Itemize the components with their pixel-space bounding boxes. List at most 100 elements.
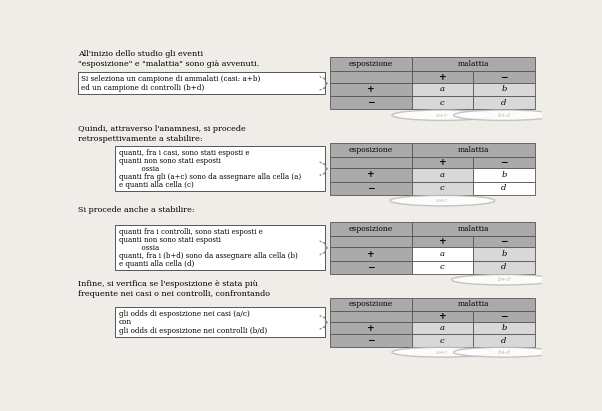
Bar [329, 322, 412, 334]
Text: b: b [501, 250, 507, 258]
Bar [412, 298, 535, 311]
Bar [329, 96, 412, 109]
Bar [473, 157, 535, 168]
Text: +: + [439, 73, 446, 81]
Bar [329, 168, 412, 182]
Text: d: d [501, 263, 507, 271]
Text: esposizione: esposizione [349, 146, 393, 154]
Bar [412, 143, 535, 157]
Text: quanti, fra i casi, sono stati esposti e: quanti, fra i casi, sono stati esposti e [119, 149, 249, 157]
Bar [329, 72, 412, 83]
Text: frequente nei casi o nei controlli, confrontando: frequente nei casi o nei controlli, conf… [78, 290, 270, 298]
Text: b: b [501, 171, 507, 179]
Text: −: − [500, 73, 507, 81]
Text: −: − [500, 237, 507, 246]
Bar [329, 298, 412, 311]
Text: d: d [501, 184, 507, 192]
Text: +: + [367, 85, 374, 94]
Text: "esposizione" e "malattia" sono già avvenuti.: "esposizione" e "malattia" sono già avve… [78, 60, 259, 67]
Text: quanti, fra i (b+d) sono da assegnare alla cella (b): quanti, fra i (b+d) sono da assegnare al… [119, 252, 297, 260]
Bar [473, 236, 535, 247]
Bar [412, 57, 535, 72]
Bar [473, 311, 535, 322]
Bar [329, 143, 412, 157]
Text: −: − [500, 158, 507, 167]
Bar [473, 72, 535, 83]
Bar [412, 311, 473, 322]
Bar [412, 72, 473, 83]
Ellipse shape [392, 347, 493, 357]
Text: ed un campione di controlli (b+d): ed un campione di controlli (b+d) [81, 83, 205, 92]
Text: ossia: ossia [119, 165, 159, 173]
Text: Si seleziona un campione di ammalati (casi: a+b): Si seleziona un campione di ammalati (ca… [81, 75, 261, 83]
Polygon shape [320, 240, 328, 256]
Text: +: + [367, 171, 374, 180]
Bar [412, 247, 473, 261]
Ellipse shape [390, 195, 495, 206]
Text: c: c [440, 337, 445, 344]
Bar [473, 334, 535, 347]
Bar [412, 261, 473, 274]
Text: −: − [367, 98, 374, 107]
Text: +: + [367, 249, 374, 259]
Ellipse shape [453, 110, 554, 120]
Bar [329, 261, 412, 274]
Bar [412, 222, 535, 236]
Text: c: c [440, 184, 445, 192]
Bar [412, 322, 473, 334]
Text: a+c: a+c [436, 198, 448, 203]
Bar [329, 236, 412, 247]
Text: a+c: a+c [436, 113, 448, 118]
Bar [329, 334, 412, 347]
Text: Si procede anche a stabilire:: Si procede anche a stabilire: [78, 206, 194, 214]
Bar [473, 182, 535, 195]
Text: b+d: b+d [497, 350, 510, 355]
Bar [412, 96, 473, 109]
Text: malattia: malattia [458, 225, 489, 233]
Bar [329, 157, 412, 168]
Bar [412, 334, 473, 347]
Bar [473, 247, 535, 261]
Bar [473, 96, 535, 109]
Text: a: a [440, 85, 445, 93]
Bar [329, 222, 412, 236]
Text: a+c: a+c [436, 350, 448, 355]
Text: d: d [501, 99, 507, 107]
Text: −: − [367, 263, 374, 272]
Text: d: d [501, 337, 507, 344]
Polygon shape [320, 314, 328, 330]
Text: +: + [439, 312, 446, 321]
Bar [412, 157, 473, 168]
Text: e quanti alla cella (c): e quanti alla cella (c) [119, 181, 193, 189]
Text: esposizione: esposizione [349, 60, 393, 68]
Text: a: a [440, 250, 445, 258]
Bar [473, 83, 535, 96]
Bar [115, 225, 325, 270]
Text: quanti fra i controlli, sono stati esposti e: quanti fra i controlli, sono stati espos… [119, 228, 262, 236]
Bar [329, 57, 412, 72]
Text: gli odds di esposizione nei controlli (b/d): gli odds di esposizione nei controlli (b… [119, 327, 267, 335]
Bar [412, 83, 473, 96]
Bar [329, 182, 412, 195]
Ellipse shape [453, 347, 554, 357]
Text: −: − [500, 312, 507, 321]
Bar [412, 236, 473, 247]
Text: quanti fra gli (a+c) sono da assegnare alla cella (a): quanti fra gli (a+c) sono da assegnare a… [119, 173, 301, 181]
Text: b: b [501, 85, 507, 93]
Text: e quanti alla cella (d): e quanti alla cella (d) [119, 260, 194, 268]
Text: b: b [501, 324, 507, 332]
Text: esposizione: esposizione [349, 300, 393, 308]
Polygon shape [320, 76, 328, 91]
Text: con: con [119, 318, 132, 326]
Text: −: − [367, 336, 374, 345]
Text: malattia: malattia [458, 146, 489, 154]
Bar [412, 182, 473, 195]
Bar [329, 311, 412, 322]
Polygon shape [320, 161, 328, 177]
Bar [115, 307, 325, 337]
Text: c: c [440, 263, 445, 271]
Bar [473, 261, 535, 274]
Text: a: a [440, 324, 445, 332]
Text: c: c [440, 99, 445, 107]
Bar [78, 72, 325, 94]
